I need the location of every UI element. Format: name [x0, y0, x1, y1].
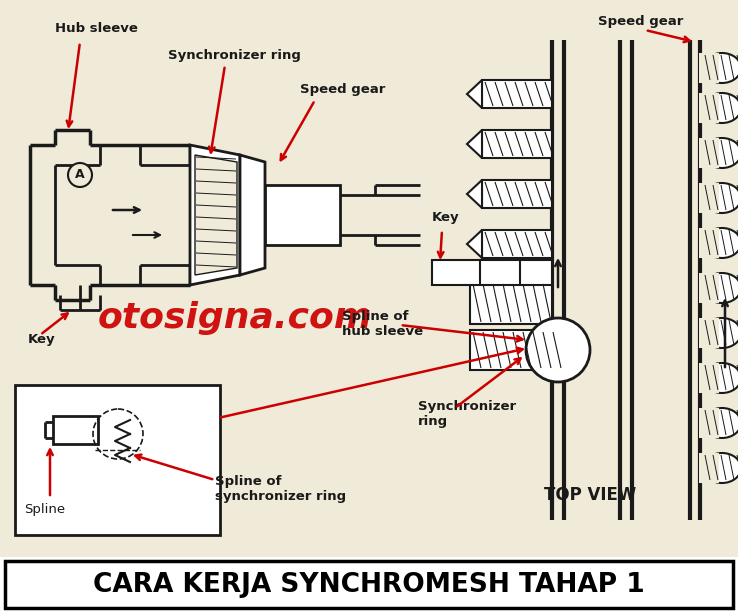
Bar: [470, 330, 564, 370]
Bar: [699, 273, 719, 303]
Polygon shape: [467, 230, 482, 258]
Text: TOP VIEW: TOP VIEW: [544, 486, 636, 504]
Polygon shape: [467, 180, 482, 208]
Ellipse shape: [703, 408, 738, 438]
Bar: [699, 318, 719, 348]
Bar: [53, 416, 98, 444]
Bar: [432, 260, 552, 285]
Circle shape: [526, 318, 590, 382]
Bar: [482, 130, 552, 158]
Ellipse shape: [703, 53, 738, 83]
Text: Spline of
synchronizer ring: Spline of synchronizer ring: [215, 475, 346, 503]
Polygon shape: [190, 145, 240, 285]
Text: Key: Key: [28, 334, 55, 346]
Ellipse shape: [703, 273, 738, 303]
Bar: [699, 363, 719, 393]
Bar: [5, 561, 733, 608]
Bar: [265, 185, 340, 245]
Bar: [470, 282, 552, 324]
Bar: [699, 408, 719, 438]
Ellipse shape: [703, 228, 738, 258]
Text: Key: Key: [432, 212, 460, 225]
Ellipse shape: [703, 138, 738, 168]
Ellipse shape: [703, 318, 738, 348]
Ellipse shape: [703, 453, 738, 483]
Polygon shape: [195, 155, 237, 275]
Bar: [482, 80, 552, 108]
Ellipse shape: [703, 363, 738, 393]
Bar: [699, 183, 719, 213]
Bar: [699, 453, 719, 483]
Bar: [482, 180, 552, 208]
Bar: [699, 93, 719, 123]
Text: CARA KERJA SYNCHROMESH TAHAP 1: CARA KERJA SYNCHROMESH TAHAP 1: [93, 572, 645, 598]
Text: Speed gear: Speed gear: [300, 83, 385, 97]
Text: Spline: Spline: [24, 504, 66, 517]
Polygon shape: [467, 80, 482, 108]
Text: Synchronizer ring: Synchronizer ring: [168, 48, 301, 61]
Bar: [482, 230, 552, 258]
Text: Speed gear: Speed gear: [598, 15, 683, 29]
Ellipse shape: [703, 183, 738, 213]
Text: Synchronizer
ring: Synchronizer ring: [418, 400, 516, 428]
Ellipse shape: [703, 93, 738, 123]
Polygon shape: [467, 130, 482, 158]
Text: Hub sleeve: Hub sleeve: [55, 21, 138, 34]
Bar: [699, 138, 719, 168]
Polygon shape: [240, 155, 265, 275]
Bar: [15, 385, 220, 535]
Text: otosigna.com: otosigna.com: [97, 301, 372, 335]
Text: A: A: [75, 168, 85, 182]
Bar: [699, 228, 719, 258]
Text: Spline of
hub sleeve: Spline of hub sleeve: [342, 310, 423, 338]
Bar: [0, 557, 738, 612]
Circle shape: [68, 163, 92, 187]
Bar: [699, 53, 719, 83]
